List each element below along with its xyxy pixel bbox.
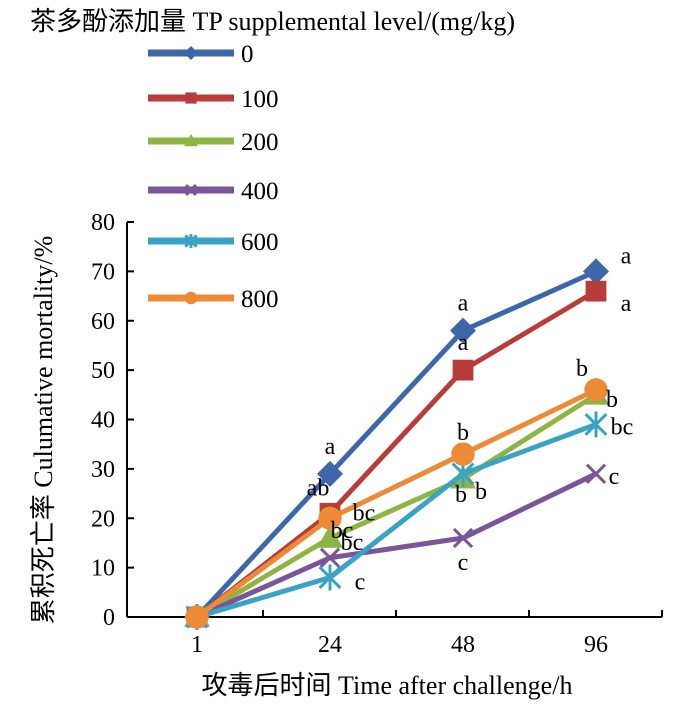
data-point bbox=[584, 378, 608, 402]
legend-label: 200 bbox=[241, 129, 279, 156]
legend-label: 800 bbox=[241, 286, 279, 313]
x-axis-title: 攻毒后时间 Time after challenge/h bbox=[202, 671, 573, 700]
y-tick-label: 80 bbox=[91, 210, 115, 236]
significance-label: b bbox=[475, 479, 487, 505]
data-point bbox=[583, 258, 609, 285]
significance-label: bc bbox=[611, 414, 634, 440]
x-tick-label: 96 bbox=[584, 632, 608, 658]
series-line bbox=[195, 288, 598, 619]
series-line bbox=[195, 387, 598, 620]
y-tick-label: 20 bbox=[91, 506, 115, 532]
significance-label: a bbox=[621, 291, 632, 317]
legend-label: 600 bbox=[241, 229, 279, 256]
significance-label: b bbox=[606, 387, 618, 413]
legend-item: 600 bbox=[148, 229, 279, 256]
significance-label: a bbox=[458, 291, 469, 317]
y-tick-label: 60 bbox=[91, 309, 115, 335]
y-tick-label: 70 bbox=[91, 259, 115, 285]
series-200 bbox=[184, 381, 609, 627]
legend-item: 100 bbox=[148, 86, 279, 113]
legend-swatch-marker bbox=[184, 291, 198, 305]
y-tick-label: 10 bbox=[91, 556, 115, 582]
legend: 0 100 200 400 600 800 bbox=[148, 41, 279, 313]
legend-swatch-marker bbox=[184, 234, 198, 248]
data-point bbox=[585, 280, 607, 302]
x-tick-label: 48 bbox=[451, 632, 475, 658]
legend-title: 茶多酚添加量 TP supplemental level/(mg/kg) bbox=[30, 7, 515, 36]
x-tick-label: 24 bbox=[318, 632, 342, 658]
significance-label: b bbox=[576, 356, 588, 382]
y-tick-label: 0 bbox=[103, 605, 115, 631]
series-line bbox=[195, 471, 598, 620]
data-point bbox=[450, 317, 476, 344]
legend-item: 0 bbox=[148, 41, 254, 68]
y-tick-label: 40 bbox=[91, 408, 115, 434]
data-point bbox=[185, 605, 209, 629]
significance-label: c bbox=[609, 464, 620, 490]
legend-item: 800 bbox=[148, 286, 279, 313]
data-point bbox=[317, 460, 343, 487]
y-tick-label: 30 bbox=[91, 457, 115, 483]
data-point bbox=[451, 442, 475, 466]
legend-swatch-marker bbox=[185, 184, 197, 196]
series-400 bbox=[186, 463, 607, 628]
significance-label: a bbox=[325, 434, 336, 460]
series-800 bbox=[185, 378, 608, 629]
series-line bbox=[195, 269, 598, 619]
significance-label: b bbox=[455, 482, 467, 508]
data-point bbox=[452, 359, 474, 381]
legend-label: 400 bbox=[241, 178, 279, 205]
series-line bbox=[195, 392, 598, 620]
significance-label: bc bbox=[331, 518, 354, 544]
y-axis-title: 累积死亡率 Culumative mortality/% bbox=[29, 236, 58, 625]
series-layer bbox=[184, 258, 609, 630]
data-point bbox=[317, 525, 343, 548]
data-point bbox=[584, 411, 608, 438]
significance-label: bc bbox=[353, 500, 376, 526]
data-point bbox=[585, 463, 607, 484]
significance-label: a bbox=[621, 243, 632, 269]
significance-label: c bbox=[355, 570, 366, 596]
x-tick-label: 1 bbox=[191, 632, 203, 658]
data-point bbox=[318, 506, 342, 530]
legend-swatch-marker bbox=[185, 92, 197, 104]
significance-label: a bbox=[458, 330, 469, 356]
legend-swatch-marker bbox=[184, 134, 198, 147]
legend-item: 200 bbox=[148, 129, 279, 156]
legend-item: 400 bbox=[148, 178, 279, 205]
significance-label: ab bbox=[307, 475, 330, 501]
significance-label: b bbox=[457, 420, 469, 446]
axes: 0 10 20 30 40 50 60 70 80 1 24 48 96 bbox=[91, 210, 663, 658]
data-point bbox=[452, 527, 474, 549]
data-point bbox=[318, 564, 342, 591]
significance-label: bc bbox=[341, 530, 364, 556]
legend-label: 100 bbox=[241, 86, 279, 113]
y-tick-label: 50 bbox=[91, 358, 115, 384]
legend-label: 0 bbox=[241, 41, 254, 68]
significance-label: c bbox=[458, 550, 469, 576]
series-line bbox=[196, 422, 597, 620]
legend-swatch-marker bbox=[184, 46, 198, 60]
data-point bbox=[319, 547, 341, 568]
